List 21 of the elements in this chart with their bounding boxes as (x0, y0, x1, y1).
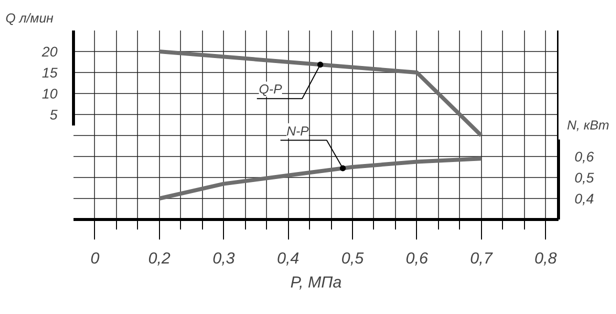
y2-axis-title: N, кВт (566, 118, 610, 132)
series-label: Q-P (258, 82, 282, 97)
x-axis-title: P, МПа (290, 274, 342, 292)
x-tick-label: 0,5 (341, 250, 364, 268)
x-tick-label: 0,6 (406, 250, 428, 268)
y-tick-label: 15 (42, 64, 58, 80)
x-tick-label: 0,8 (534, 250, 557, 268)
x-tick-label: 0,3 (212, 250, 235, 268)
x-tick-label: 0 (90, 250, 100, 268)
y2-tick-label: 0,5 (574, 170, 594, 186)
y-axis-title: Q л/мин (6, 10, 54, 26)
x-tick-label: 0,7 (470, 250, 494, 268)
y-tick-label: 5 (50, 106, 58, 122)
y2-tick-label: 0,6 (574, 148, 594, 164)
x-tick-label: 0,4 (276, 250, 300, 268)
line-series (157, 156, 484, 200)
y2-tick-label: 0,4 (574, 190, 594, 206)
text: N-P (286, 123, 310, 138)
y-tick-label: 20 (40, 44, 58, 60)
x-tick-label: 0,2 (148, 250, 171, 268)
y-tick-label: 10 (42, 86, 58, 102)
